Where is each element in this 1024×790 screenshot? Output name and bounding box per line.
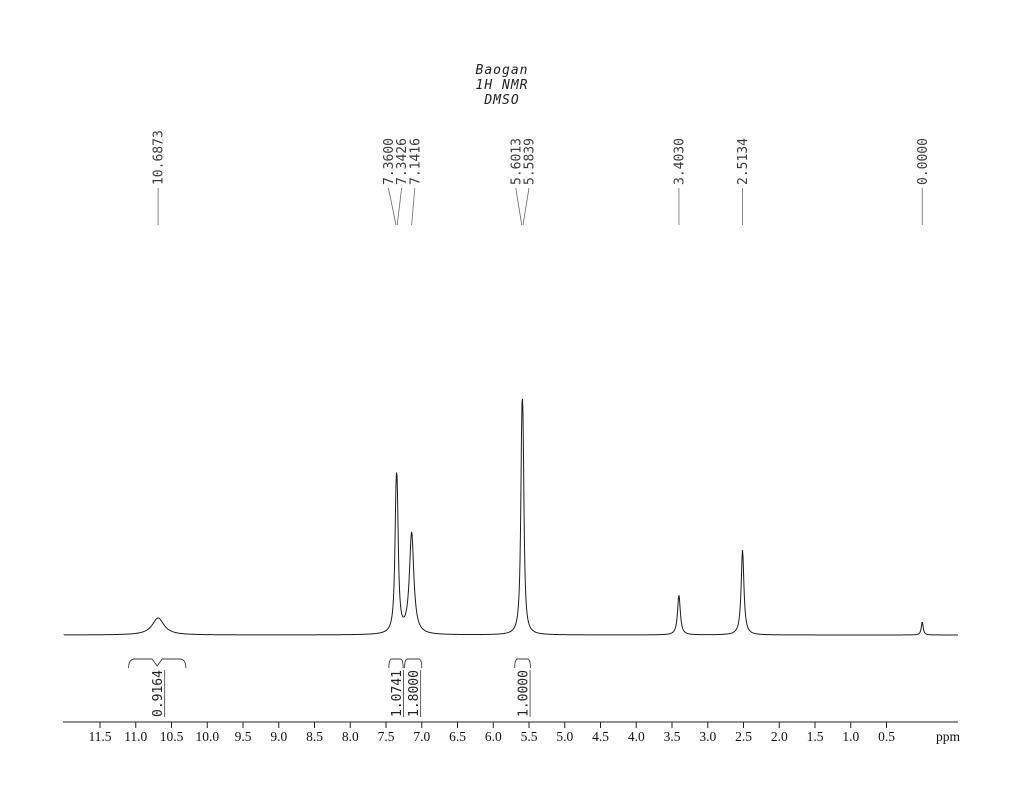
peak-label: 0.0000 [916, 138, 931, 185]
x-axis-tick-label: 4.0 [628, 729, 645, 744]
x-axis-tick-label: 2.5 [735, 729, 752, 744]
integral-value: 1.8000 [407, 670, 422, 717]
x-axis-tick-label: 7.0 [413, 729, 430, 744]
chart-title-line-3: DMSO [484, 93, 520, 108]
x-axis-tick-label: 10.0 [195, 729, 219, 744]
chart-title-line-2: 1H NMR [475, 78, 529, 93]
peak-label: 7.1416 [408, 138, 423, 185]
peak-label: 7.3600 [382, 138, 397, 185]
peak-connector-line [396, 187, 403, 226]
x-axis-tick-label: 0.5 [878, 729, 895, 744]
x-axis-tick-label: 5.0 [556, 729, 573, 744]
x-axis-tick-label: 6.0 [485, 729, 502, 744]
x-axis-unit-label: ppm [936, 729, 961, 744]
peak-connector-line [522, 187, 530, 226]
integral-value: 0.9164 [151, 670, 166, 717]
peak-connector-line [411, 187, 416, 226]
x-axis-tick-label: 8.5 [306, 729, 323, 744]
x-axis-tick-label: 9.0 [270, 729, 287, 744]
peak-label: 3.4030 [672, 138, 687, 185]
peak-connector-line [515, 187, 523, 226]
chart-title-line-1: Baogan [475, 63, 529, 78]
x-axis-tick-label: 3.5 [664, 729, 681, 744]
x-axis-tick-label: 6.5 [449, 729, 466, 744]
x-axis-tick-label: 8.0 [342, 729, 359, 744]
peak-label: 5.6013 [509, 138, 524, 185]
integral-bracket [388, 658, 404, 669]
peak-label: 7.3426 [395, 138, 410, 185]
x-axis-tick-label: 4.5 [592, 729, 609, 744]
x-axis-tick-label: 11.0 [124, 729, 147, 744]
x-axis-tick-label: 5.5 [521, 729, 538, 744]
x-axis-tick-label: 1.0 [842, 729, 859, 744]
integral-bracket [514, 658, 531, 669]
x-axis-tick-label: 9.5 [235, 729, 252, 744]
spectrum-curve [63, 398, 958, 636]
peak-label: 2.5134 [736, 138, 751, 185]
x-axis-tick-label: 3.0 [699, 729, 716, 744]
integral-bracket [404, 658, 423, 669]
x-axis-tick-label: 10.5 [160, 729, 184, 744]
chart-title-block: Baogan 1H NMR DMSO [402, 63, 602, 108]
integral-bracket [128, 658, 187, 669]
x-axis-tick-label: 2.0 [771, 729, 788, 744]
integral-value: 1.0000 [517, 670, 532, 717]
x-axis-tick-label: 7.5 [378, 729, 395, 744]
peak-connector-line [388, 187, 397, 226]
x-axis-tick-label: 1.5 [807, 729, 824, 744]
x-axis-tick-label: 11.5 [88, 729, 111, 744]
integral-value: 1.0741 [390, 670, 405, 717]
peak-label: 10.6873 [152, 130, 167, 185]
peak-label: 5.5839 [522, 138, 537, 185]
